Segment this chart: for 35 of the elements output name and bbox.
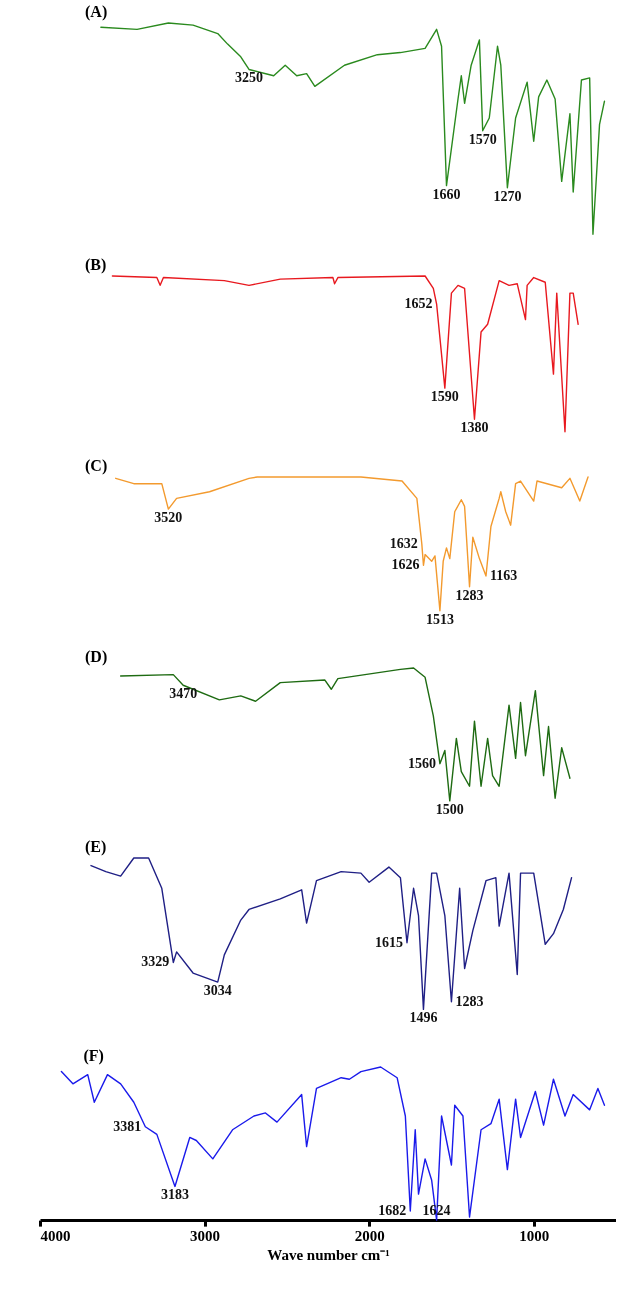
annotation: 3520 [154, 510, 183, 526]
annotation: 3470 [169, 686, 198, 702]
annotation: 1500 [435, 801, 464, 817]
annotation: 1626 [391, 557, 420, 573]
x-axis-title: Wave number cm⁻¹ [267, 1246, 390, 1263]
annotation: 1632 [389, 535, 418, 551]
annotation: 1652 [404, 296, 433, 312]
annotation: 1283 [455, 587, 484, 603]
annotation: 1682 [378, 1202, 407, 1218]
annotation: 1660 [432, 186, 461, 202]
chart-title: (A) [85, 3, 108, 22]
chart-title: (E) [85, 838, 107, 857]
annotation: 1496 [409, 1010, 438, 1026]
annotation: 1163 [489, 567, 518, 583]
annotation: 1570 [468, 131, 497, 147]
annotation: 3381 [113, 1118, 142, 1134]
annotation: 1615 [374, 934, 403, 950]
annotation: 1513 [425, 611, 454, 627]
x-tick-label: 4000 [40, 1227, 71, 1244]
annotation: 1270 [493, 188, 522, 204]
x-tick-label: 2000 [354, 1227, 385, 1244]
chart-title: (D) [85, 648, 108, 667]
chart-title: (B) [85, 256, 107, 275]
annotation: 3250 [235, 70, 264, 86]
annotation: 1380 [460, 420, 489, 436]
annotation: 3034 [203, 983, 232, 999]
annotation: 1590 [430, 389, 459, 405]
chart-title: (F) [83, 1047, 104, 1066]
chart-title: (C) [85, 457, 108, 476]
annotation: 1283 [455, 993, 484, 1009]
annotation: 3183 [160, 1187, 189, 1203]
annotation: 3329 [141, 954, 170, 970]
x-tick-label: 3000 [190, 1227, 221, 1244]
x-tick-label: 1000 [519, 1227, 550, 1244]
annotation: 1560 [407, 755, 436, 771]
